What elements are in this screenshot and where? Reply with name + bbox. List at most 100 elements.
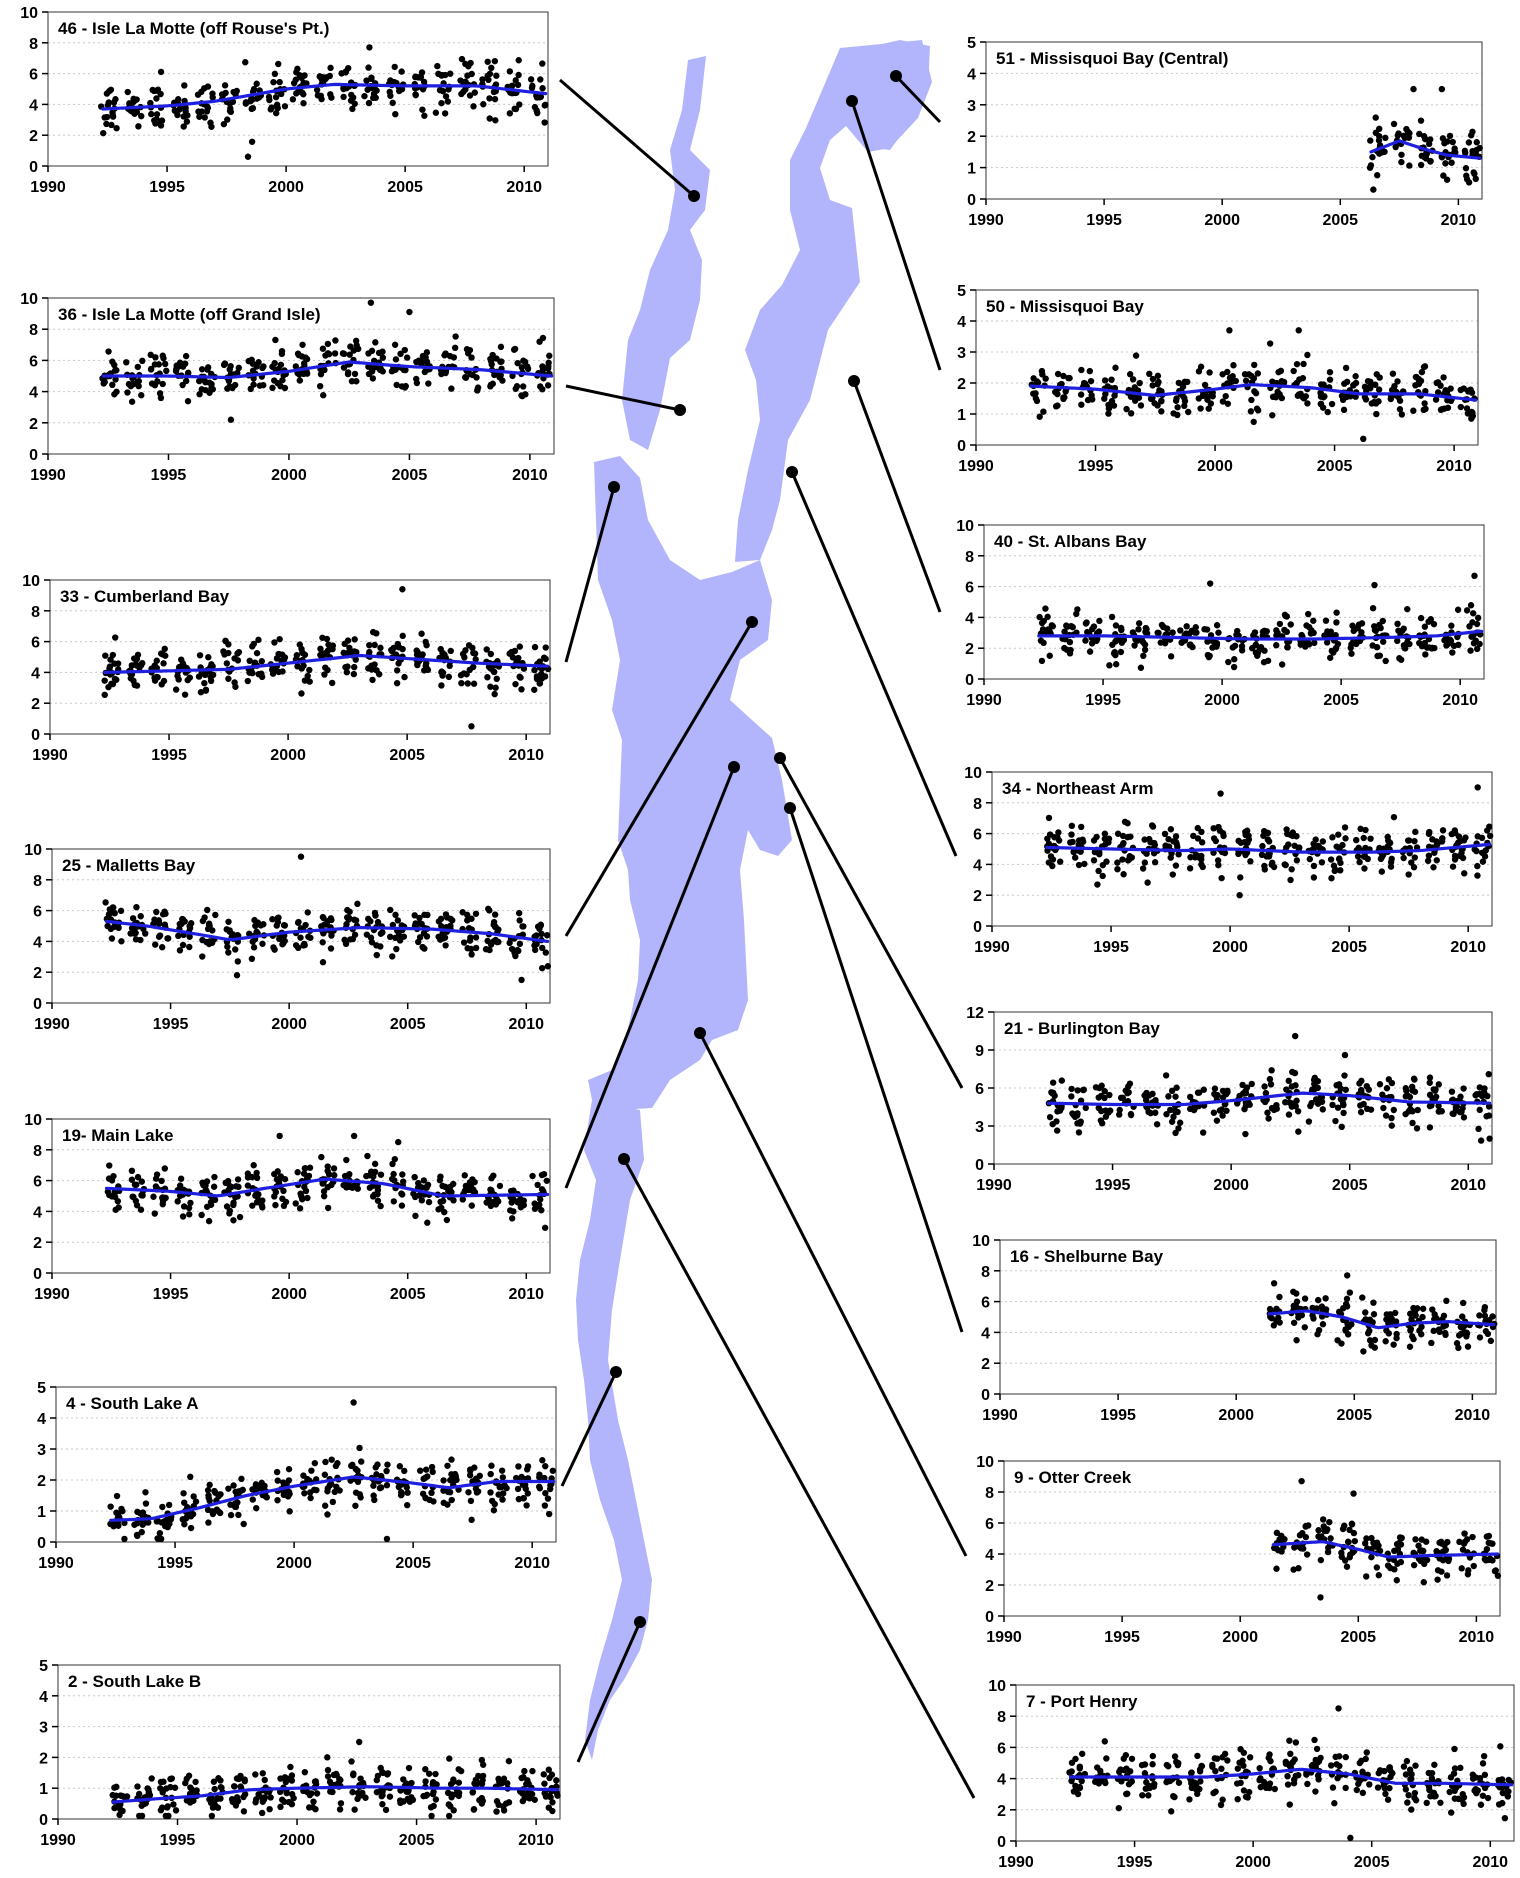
- data-point: [351, 931, 359, 938]
- data-point: [137, 1510, 144, 1517]
- y-tick-label: 6: [985, 1516, 994, 1533]
- y-tick-label: 0: [29, 447, 38, 464]
- data-point: [373, 1788, 381, 1796]
- data-point: [205, 1492, 212, 1499]
- data-point: [1457, 403, 1465, 411]
- data-point: [429, 1790, 437, 1798]
- data-point: [193, 1787, 200, 1794]
- data-point: [416, 914, 423, 922]
- data-point: [229, 384, 236, 392]
- data-point: [1158, 408, 1165, 415]
- data-point: [1278, 394, 1286, 402]
- data-point: [1305, 610, 1312, 618]
- data-point: [1054, 390, 1061, 398]
- y-tick-label: 10: [24, 1112, 42, 1129]
- data-point: [253, 1504, 260, 1512]
- data-point: [450, 1197, 457, 1204]
- data-point: [523, 1793, 530, 1801]
- data-point: [1398, 1534, 1405, 1542]
- data-point: [466, 92, 474, 99]
- data-point: [391, 341, 399, 348]
- x-tick-label: 1995: [1078, 458, 1114, 475]
- data-point: [1476, 640, 1483, 648]
- data-point: [233, 1794, 241, 1801]
- data-point: [344, 637, 352, 644]
- data-point: [542, 655, 549, 663]
- data-point: [1261, 1083, 1268, 1090]
- data-point: [1276, 620, 1284, 628]
- connector-line: [622, 1158, 976, 1799]
- data-point: [1329, 1101, 1336, 1109]
- data-point: [359, 1779, 367, 1787]
- data-point-outlier: [1360, 435, 1367, 442]
- data-point: [228, 1796, 236, 1803]
- y-tick-label: 4: [33, 1204, 42, 1221]
- data-point: [1155, 629, 1162, 637]
- data-point: [548, 1771, 556, 1778]
- data-point: [1358, 1077, 1365, 1085]
- data-point: [1141, 646, 1149, 654]
- data-point: [474, 1488, 482, 1495]
- data-point: [101, 691, 108, 699]
- data-point: [1446, 132, 1454, 140]
- data-point: [324, 1754, 331, 1761]
- data-point: [326, 72, 334, 80]
- data-point: [1489, 1557, 1496, 1564]
- data-point: [134, 363, 142, 371]
- station-dot: [728, 761, 740, 773]
- data-point: [351, 370, 359, 378]
- connector-line: [778, 757, 964, 1089]
- station-dot: [674, 404, 686, 416]
- data-point: [1112, 651, 1119, 659]
- data-point: [224, 943, 231, 950]
- data-point: [253, 80, 260, 87]
- data-point: [1395, 130, 1402, 137]
- data-point: [114, 1197, 121, 1205]
- x-tick-label: 2005: [1331, 939, 1367, 956]
- data-point: [1145, 1792, 1152, 1799]
- data-point: [1265, 838, 1273, 845]
- data-point: [432, 109, 440, 116]
- data-point: [1068, 822, 1076, 830]
- data-point: [1214, 857, 1222, 864]
- data-point: [1449, 138, 1456, 146]
- data-point: [491, 911, 499, 918]
- data-point: [1126, 1080, 1134, 1087]
- data-point: [1040, 617, 1048, 625]
- data-point: [1343, 1563, 1351, 1570]
- data-point: [1326, 368, 1334, 376]
- y-tick-label: 2: [967, 129, 976, 146]
- data-point: [205, 921, 213, 929]
- data-point: [1417, 614, 1425, 622]
- data-point: [1447, 397, 1455, 405]
- scatter-points: [1271, 1477, 1502, 1601]
- data-point: [1200, 1086, 1207, 1093]
- data-point: [1170, 1113, 1177, 1121]
- data-point: [451, 344, 459, 352]
- data-point: [1328, 874, 1335, 882]
- data-point: [1176, 1119, 1184, 1126]
- data-point: [450, 1180, 457, 1188]
- data-point: [472, 944, 480, 952]
- data-point: [327, 915, 335, 922]
- data-point: [318, 95, 325, 103]
- data-point: [420, 1177, 428, 1184]
- panel-title: 50 - Missisquoi Bay: [986, 297, 1144, 316]
- data-point: [1342, 364, 1350, 372]
- data-point: [274, 1168, 281, 1175]
- panel-title: 7 - Port Henry: [1026, 1692, 1138, 1711]
- y-tick-label: 4: [37, 1411, 46, 1428]
- data-point: [111, 909, 118, 917]
- x-tick-label: 1990: [974, 939, 1010, 956]
- data-point: [361, 92, 368, 100]
- data-point: [1341, 1522, 1348, 1529]
- data-point: [522, 391, 529, 398]
- data-point-outlier: [1298, 1477, 1305, 1485]
- y-tick-label: 9: [975, 1043, 984, 1060]
- data-point: [1356, 858, 1363, 866]
- data-point: [1212, 837, 1219, 845]
- data-point: [462, 647, 469, 654]
- data-point: [1422, 387, 1429, 395]
- scatter-points: [104, 1132, 550, 1231]
- y-tick-label: 8: [33, 1143, 42, 1160]
